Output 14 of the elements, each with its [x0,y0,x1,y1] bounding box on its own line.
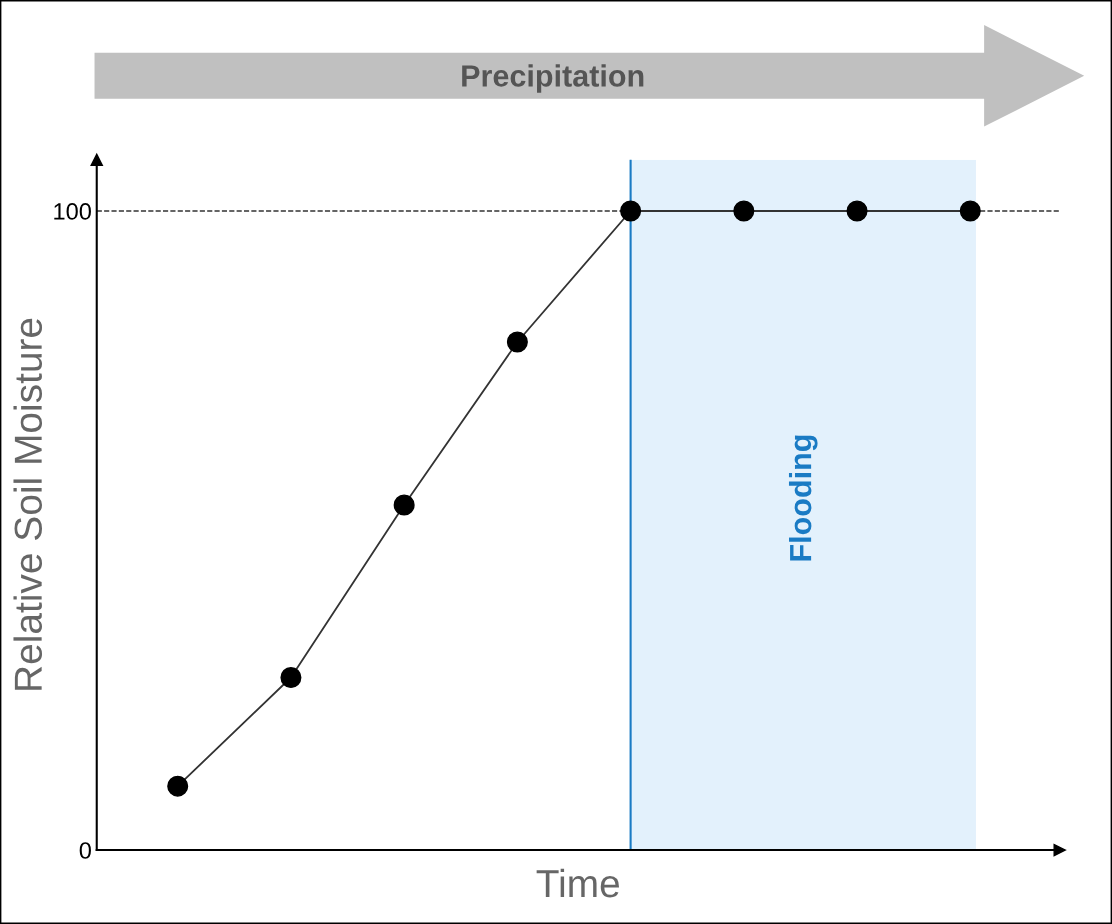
point [393,494,415,516]
x-axis-title: Time [536,868,619,898]
point [620,200,642,222]
point [280,667,302,689]
point [506,331,528,353]
point [733,200,755,222]
y-axis-title: Relative Soil Moisture [13,318,43,690]
text: Precipitation [462,64,644,93]
point [167,775,189,797]
y-tick-label: 100 [54,203,91,220]
annotation: Flooding [788,435,818,561]
y-tick-label: 0 [79,842,91,859]
point [959,200,981,222]
point [846,200,868,222]
